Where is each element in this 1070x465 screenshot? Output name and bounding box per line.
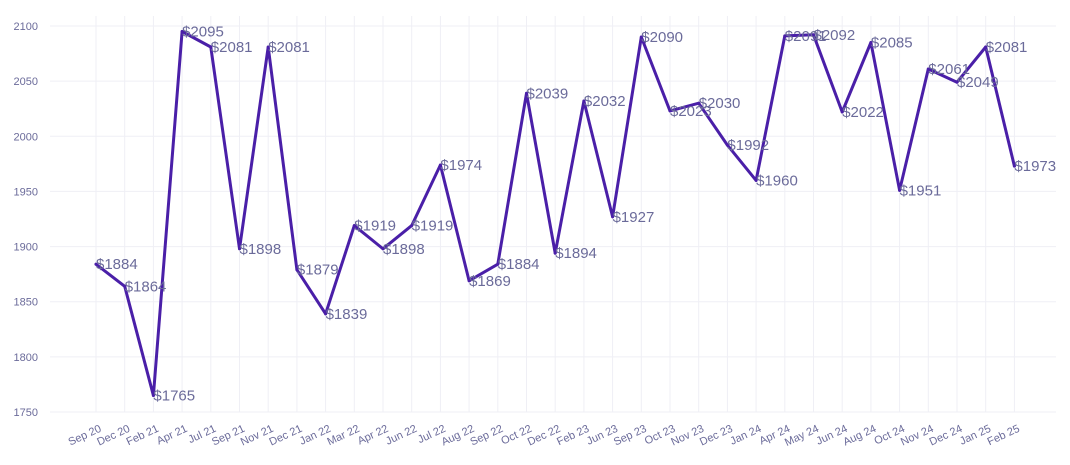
data-point bbox=[266, 45, 270, 49]
data-label: $1884 bbox=[96, 256, 138, 273]
data-label: $1879 bbox=[297, 262, 339, 279]
data-label: $1919 bbox=[412, 218, 454, 235]
grid bbox=[50, 16, 1056, 413]
data-label: $2085 bbox=[871, 35, 913, 52]
data-label: $1898 bbox=[240, 241, 282, 258]
data-label: $2023 bbox=[670, 103, 712, 120]
data-point bbox=[725, 143, 729, 147]
data-label: $2022 bbox=[842, 104, 884, 121]
data-label: $2030 bbox=[699, 95, 741, 112]
x-tick-label: Feb 25 bbox=[986, 423, 1022, 448]
data-label: $2081 bbox=[986, 39, 1028, 56]
data-label: $2092 bbox=[814, 27, 856, 44]
data-label: $1919 bbox=[354, 218, 396, 235]
x-tick-label: Jun 22 bbox=[384, 423, 419, 448]
data-point bbox=[496, 262, 500, 266]
data-point bbox=[151, 393, 155, 397]
data-point bbox=[812, 33, 815, 37]
data-label: $2090 bbox=[641, 29, 683, 46]
data-point bbox=[238, 247, 241, 251]
x-tick-label: Apr 22 bbox=[356, 423, 390, 448]
data-point bbox=[582, 99, 586, 103]
data-point bbox=[840, 110, 844, 114]
data-point bbox=[639, 35, 643, 39]
data-point bbox=[410, 224, 414, 228]
data-point bbox=[984, 45, 988, 49]
data-label: $1992 bbox=[727, 137, 769, 154]
data-label: $1884 bbox=[498, 256, 540, 273]
y-tick-label: 1800 bbox=[14, 352, 38, 364]
data-point bbox=[467, 279, 471, 283]
y-tick-label: 1750 bbox=[14, 407, 38, 419]
data-label: $2081 bbox=[268, 39, 310, 56]
data-point bbox=[438, 163, 442, 167]
data-label: $1974 bbox=[440, 157, 482, 174]
data-point bbox=[783, 34, 787, 38]
data-point bbox=[668, 109, 672, 113]
data-point bbox=[553, 251, 557, 255]
data-label: $1973 bbox=[1014, 158, 1056, 175]
data-point bbox=[180, 30, 184, 34]
data-label: $1765 bbox=[153, 387, 195, 404]
data-label: $2061 bbox=[928, 61, 970, 78]
y-tick-label: 2000 bbox=[14, 131, 38, 143]
y-tick-label: 1900 bbox=[14, 242, 38, 254]
y-tick-label: 2050 bbox=[14, 76, 38, 88]
data-label: $2091 bbox=[785, 28, 827, 45]
data-point bbox=[955, 80, 959, 84]
data-point bbox=[94, 262, 98, 266]
data-point bbox=[295, 268, 299, 272]
data-label: $2039 bbox=[527, 85, 569, 102]
data-label: $1869 bbox=[469, 273, 511, 290]
y-tick-label: 2100 bbox=[14, 21, 38, 33]
data-point bbox=[381, 247, 385, 251]
data-label: $2095 bbox=[182, 24, 224, 41]
data-label: $1951 bbox=[900, 182, 942, 199]
y-tick-label: 1950 bbox=[14, 186, 38, 198]
data-label: $1898 bbox=[383, 241, 425, 258]
data-point bbox=[352, 224, 356, 228]
data-point bbox=[1012, 164, 1016, 168]
series bbox=[94, 30, 1016, 397]
data-label: $2032 bbox=[584, 93, 626, 110]
data-label: $1894 bbox=[555, 245, 597, 262]
data-point bbox=[754, 178, 758, 182]
data-point bbox=[926, 67, 930, 71]
x-tick-label: Apr 21 bbox=[155, 423, 189, 448]
data-label: $1864 bbox=[125, 278, 167, 295]
data-point bbox=[869, 41, 873, 45]
y-tick-label: 1850 bbox=[14, 297, 38, 309]
data-label: $1960 bbox=[756, 172, 798, 189]
data-point bbox=[898, 188, 902, 192]
data-point bbox=[525, 91, 528, 95]
data-point bbox=[697, 101, 701, 105]
data-label: $2049 bbox=[957, 74, 999, 91]
data-point bbox=[324, 312, 328, 316]
data-labels: $1884$1864$1765$2095$2081$1898$2081$1879… bbox=[96, 24, 1056, 405]
data-label: $2081 bbox=[211, 39, 253, 56]
y-axis: 1750 1800 1850 1900 1950 2000 2050 2100 bbox=[14, 21, 38, 419]
data-label: $1927 bbox=[613, 209, 655, 226]
data-point bbox=[611, 215, 615, 219]
data-point bbox=[123, 284, 127, 288]
data-label: $1839 bbox=[326, 306, 368, 323]
data-point bbox=[209, 45, 213, 49]
